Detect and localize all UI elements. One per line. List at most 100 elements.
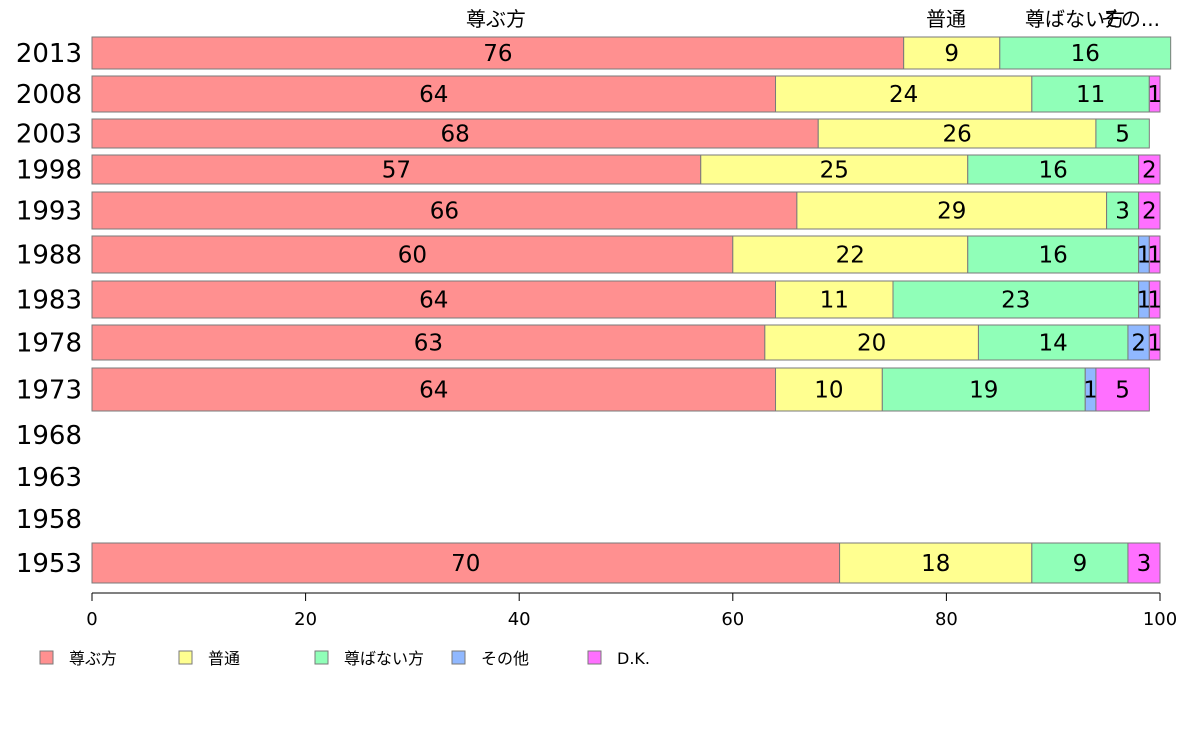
- category-label: 1963: [16, 463, 82, 493]
- data-label: 9: [1073, 551, 1088, 577]
- legend-label: 普通: [208, 649, 240, 668]
- data-label: 2: [1142, 158, 1157, 184]
- bar-segment: [892, 280, 1140, 319]
- bar-segment: [775, 75, 1033, 113]
- data-label: 19: [969, 378, 998, 404]
- legend-label: 尊ばない方: [344, 649, 424, 668]
- category-label: 2013: [16, 39, 82, 69]
- header-label: 普通: [926, 7, 966, 31]
- data-label: 16: [1071, 41, 1100, 67]
- data-label: 2: [1131, 331, 1146, 357]
- category-label: 2008: [16, 80, 82, 110]
- legend-label: 尊ぶ方: [69, 649, 117, 668]
- data-label: 25: [820, 158, 849, 184]
- bar-segment: [967, 235, 1140, 274]
- bar-segment: [1095, 118, 1150, 149]
- bar-segment: [91, 191, 798, 230]
- bar-segment: [91, 235, 734, 274]
- data-label: 10: [814, 378, 843, 404]
- bar-segment: [91, 154, 702, 185]
- bar-segment: [1148, 235, 1161, 274]
- data-label: 1: [1137, 243, 1152, 269]
- category-label: 1978: [16, 329, 82, 359]
- data-label: 1: [1083, 378, 1098, 404]
- bar-segment: [1031, 542, 1129, 584]
- x-tick-label: 20: [294, 609, 317, 630]
- bar-segment: [881, 367, 1086, 412]
- data-label: 20: [857, 331, 886, 357]
- data-label: 29: [937, 199, 966, 225]
- data-label: 5: [1115, 378, 1130, 404]
- bar-segment: [903, 36, 1001, 70]
- category-label: 1988: [16, 241, 82, 271]
- bar-segment: [91, 367, 777, 412]
- data-label: 14: [1039, 331, 1068, 357]
- legend: 尊ぶ方 普通 尊ばない方 その他 D.K.: [39, 649, 650, 668]
- bar-segment: [839, 542, 1033, 584]
- data-label: 22: [836, 243, 865, 269]
- legend-swatch: [451, 650, 466, 665]
- data-label: 5: [1115, 122, 1130, 148]
- data-label: 2: [1142, 199, 1157, 225]
- header-label: 尊ばない方: [1025, 7, 1125, 31]
- header-label: 尊ぶ方: [466, 7, 526, 31]
- x-tick-label: 40: [508, 609, 531, 630]
- data-label: 1: [1147, 288, 1162, 314]
- data-label: 23: [1001, 288, 1030, 314]
- data-label: 26: [942, 122, 971, 148]
- bar-segment: [1031, 75, 1150, 113]
- bar-segment: [91, 324, 766, 361]
- x-tick-label: 60: [721, 609, 744, 630]
- bar-segment: [796, 191, 1108, 230]
- bar-segment: [1095, 367, 1150, 412]
- bar-segment: [1148, 75, 1161, 113]
- data-label: 63: [414, 331, 443, 357]
- data-label: 1: [1147, 82, 1162, 108]
- bar-segment: [775, 367, 883, 412]
- data-label: 68: [440, 122, 469, 148]
- bar-segment: [999, 36, 1172, 70]
- bar-segment: [1148, 280, 1161, 319]
- data-label: 60: [398, 243, 427, 269]
- data-label: 9: [944, 41, 959, 67]
- bar-segment: [700, 154, 969, 185]
- bar-segment: [91, 75, 777, 113]
- category-label: 1958: [16, 505, 82, 535]
- data-label: 3: [1115, 199, 1130, 225]
- category-label: 1973: [16, 376, 82, 406]
- legend-swatch: [178, 650, 193, 665]
- bar-segment: [1106, 191, 1140, 230]
- category-label: 1993: [16, 197, 82, 227]
- data-label: 66: [430, 199, 459, 225]
- x-tick-label: 80: [935, 609, 958, 630]
- x-tick-label: 0: [86, 609, 97, 630]
- data-label: 3: [1137, 551, 1152, 577]
- legend-swatch: [39, 650, 54, 665]
- data-label: 16: [1039, 158, 1068, 184]
- data-label: 1: [1137, 288, 1152, 314]
- data-label: 64: [419, 378, 448, 404]
- bar-segment: [1148, 324, 1161, 361]
- bar-segment: [91, 280, 777, 319]
- data-label: 18: [921, 551, 950, 577]
- legend-label: D.K.: [617, 649, 650, 668]
- x-axis: 0 20 40 60 80 100: [86, 592, 1177, 630]
- data-label: 11: [820, 288, 849, 314]
- bar-segment: [977, 324, 1129, 361]
- data-label: 70: [451, 551, 480, 577]
- bar-segment: [1138, 154, 1161, 185]
- bar-segment: [775, 280, 894, 319]
- x-tick-label: 100: [1143, 609, 1177, 630]
- data-label: 16: [1039, 243, 1068, 269]
- data-label: 57: [382, 158, 411, 184]
- bar-segment: [91, 542, 841, 584]
- legend-swatch: [314, 650, 329, 665]
- category-label: 1953: [16, 549, 82, 579]
- data-label: 24: [889, 82, 918, 108]
- bar-segment: [91, 36, 905, 70]
- data-label: 64: [419, 82, 448, 108]
- category-label: 1983: [16, 286, 82, 316]
- bar-segment: [817, 118, 1097, 149]
